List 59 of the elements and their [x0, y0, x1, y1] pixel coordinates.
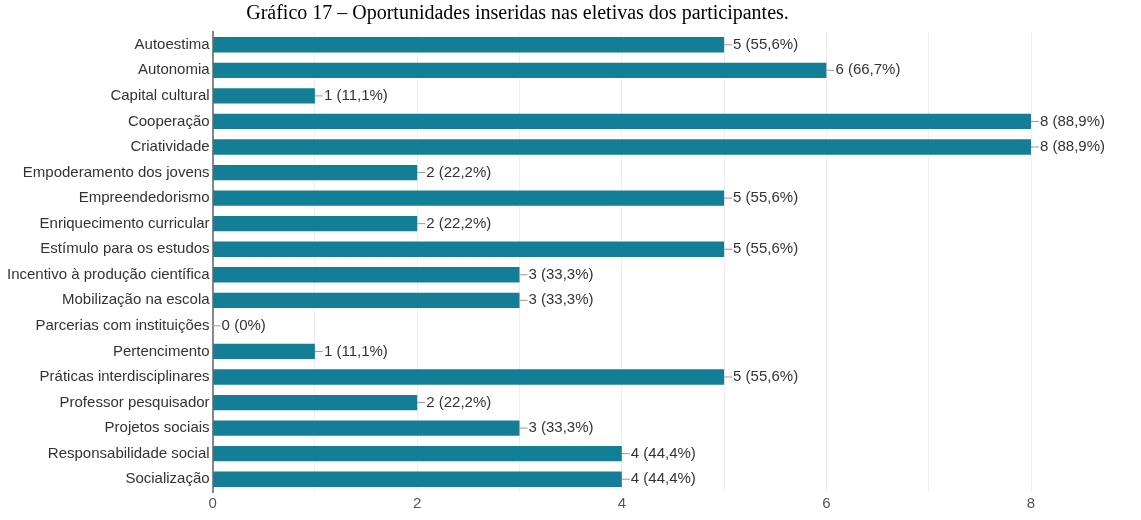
bar — [213, 267, 520, 283]
data-label: 2 (22,2%) — [426, 213, 492, 231]
bar — [213, 164, 418, 181]
y-tick-label: Mobilização na escola — [62, 290, 211, 308]
data-label: 5 (55,6%) — [733, 367, 799, 385]
bar — [213, 62, 827, 78]
bar — [213, 241, 725, 257]
y-tick-label: Criatividade — [130, 137, 210, 155]
data-label: 5 (55,6%) — [733, 188, 799, 206]
y-tick-label: Responsabilidade social — [47, 443, 210, 461]
data-label: 8 (88,9%) — [1040, 111, 1106, 129]
data-label: 2 (22,2%) — [426, 392, 492, 410]
x-tick-label: 6 — [822, 494, 831, 512]
y-tick-label: Práticas interdisciplinares — [39, 367, 210, 385]
data-label: 5 (55,6%) — [733, 239, 799, 257]
data-label: 3 (33,3%) — [528, 264, 594, 282]
data-label: 8 (88,9%) — [1040, 137, 1106, 155]
y-tick-label: Empreendedorismo — [78, 188, 210, 206]
x-tick-label: 0 — [208, 494, 217, 512]
bar — [213, 471, 622, 487]
bar — [213, 216, 418, 232]
data-label: 2 (22,2%) — [426, 162, 492, 180]
bar — [213, 88, 315, 104]
data-label: 3 (33,3%) — [528, 290, 594, 308]
x-tick-label: 8 — [1026, 494, 1036, 512]
y-tick-label: Empoderamento dos jovens — [22, 162, 210, 180]
data-label: 6 (66,7%) — [835, 60, 901, 78]
bar — [213, 190, 725, 206]
bar — [213, 446, 622, 462]
bar — [213, 343, 315, 360]
y-tick-label: Projetos sociais — [104, 418, 210, 436]
y-tick-label: Pertencimento — [112, 341, 210, 359]
y-tick-label: Socialização — [125, 469, 210, 487]
chart-title: Gráfico 17 – Oportunidades inseridas nas eletivas dos participantes. — [246, 1, 789, 25]
y-tick-label: Cooperação — [127, 111, 210, 129]
data-label: 0 (0%) — [221, 316, 266, 334]
data-label: 1 (11,1%) — [323, 341, 388, 359]
y-tick-label: Incentivo à produção científica — [7, 264, 211, 282]
y-tick-label: Professor pesquisador — [59, 392, 210, 410]
y-tick-label: Autonomia — [137, 60, 211, 78]
x-tick-label: 4 — [617, 494, 626, 512]
data-label: 4 (44,4%) — [630, 443, 696, 461]
data-label: 4 (44,4%) — [630, 469, 696, 487]
bar — [213, 394, 418, 411]
data-label: 5 (55,6%) — [733, 34, 799, 52]
data-label: 3 (33,3%) — [528, 418, 594, 436]
x-tick-label: 2 — [413, 494, 422, 512]
y-tick-label: Enriquecimento curricular — [39, 213, 210, 231]
y-tick-label: Capital cultural — [110, 86, 210, 104]
bar — [213, 369, 725, 385]
y-tick-label: Autoestima — [134, 34, 211, 52]
bar — [213, 37, 725, 53]
bar — [213, 139, 1031, 155]
bar — [213, 420, 520, 436]
y-tick-label: Estímulo para os estudos — [40, 239, 210, 257]
bar — [213, 292, 520, 308]
bar — [213, 113, 1031, 130]
data-label: 1 (11,1%) — [323, 86, 388, 104]
y-tick-label: Parcerias com instituições — [35, 316, 210, 334]
